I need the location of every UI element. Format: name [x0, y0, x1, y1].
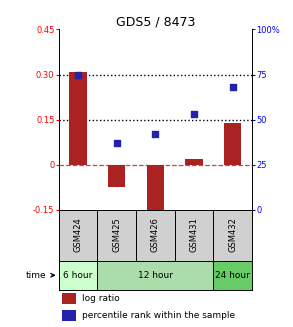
Point — [76, 72, 80, 77]
Title: GDS5 / 8473: GDS5 / 8473 — [116, 15, 195, 28]
Bar — [59, 261, 97, 290]
Point — [230, 85, 235, 90]
Bar — [224, 123, 241, 165]
Text: 6 hour: 6 hour — [63, 271, 93, 280]
Bar — [108, 165, 125, 187]
Text: percentile rank within the sample: percentile rank within the sample — [82, 311, 235, 320]
Bar — [185, 159, 203, 165]
Bar — [62, 293, 76, 304]
Bar — [62, 310, 76, 321]
Text: time: time — [26, 271, 54, 280]
Text: log ratio: log ratio — [82, 294, 120, 303]
Text: GSM424: GSM424 — [74, 217, 82, 251]
Text: GSM431: GSM431 — [190, 217, 198, 252]
Text: GSM432: GSM432 — [228, 217, 237, 252]
Bar — [97, 261, 213, 290]
Text: 24 hour: 24 hour — [215, 271, 250, 280]
Point — [114, 141, 119, 146]
Text: GSM425: GSM425 — [112, 217, 121, 251]
Bar — [213, 261, 252, 290]
Bar — [69, 72, 87, 165]
Point — [192, 112, 196, 117]
Text: GSM426: GSM426 — [151, 217, 160, 252]
Text: 12 hour: 12 hour — [138, 271, 173, 280]
Bar — [146, 165, 164, 220]
Point — [153, 131, 158, 137]
